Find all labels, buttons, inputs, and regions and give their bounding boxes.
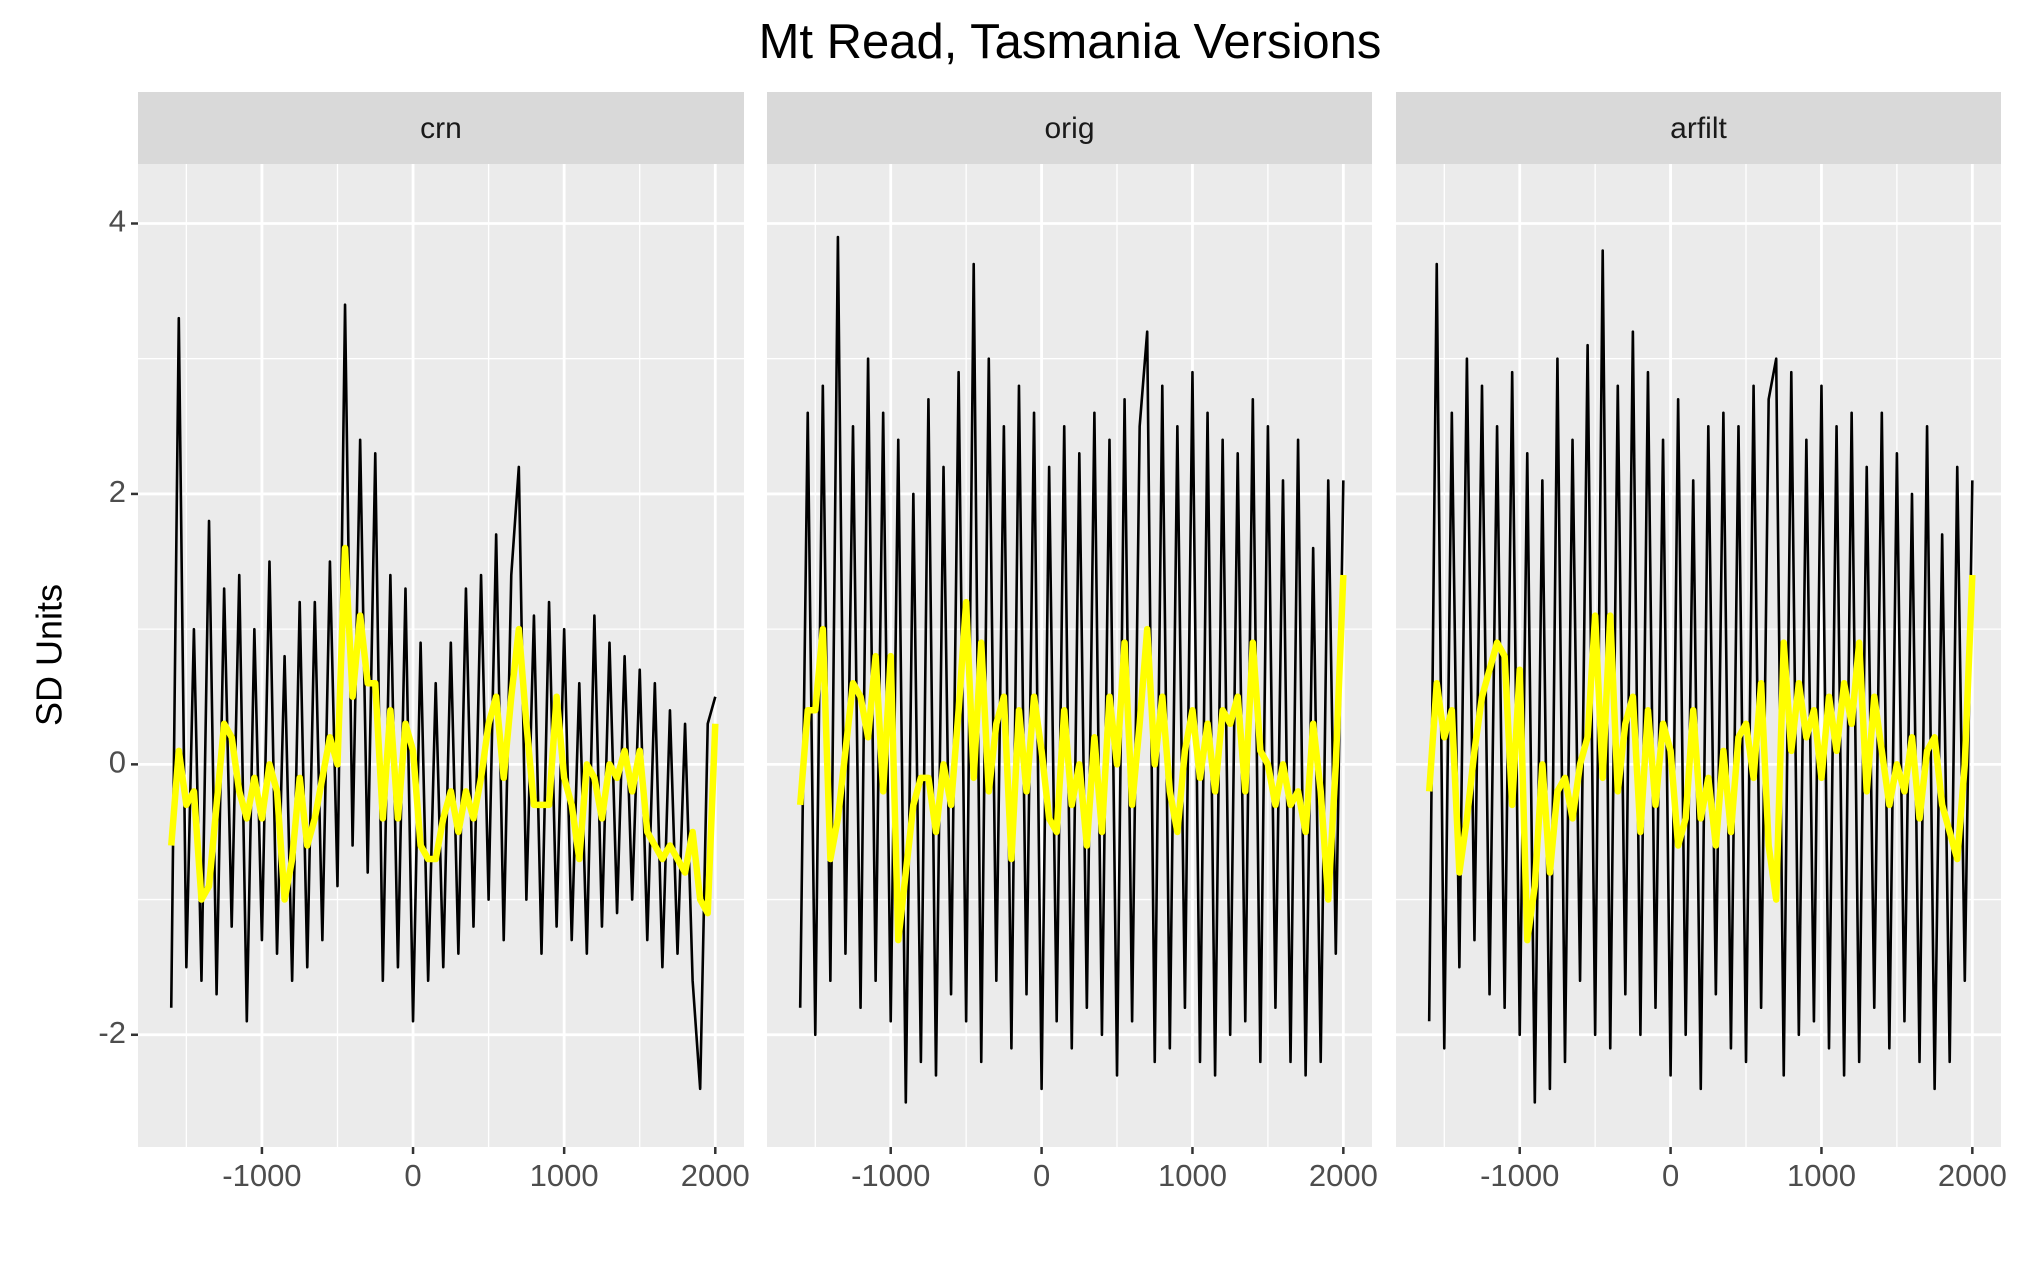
raw-series-line bbox=[798, 235, 1345, 1104]
strip-label: orig bbox=[1044, 112, 1094, 145]
y-tick-label: 4 bbox=[109, 204, 126, 239]
panel: arfilt -1000 0 1000 2000 bbox=[1396, 92, 2007, 1193]
x-tick-label: -1000 bbox=[1480, 1158, 1559, 1193]
x-tick-label: 0 bbox=[404, 1158, 421, 1193]
y-tick-label: 2 bbox=[109, 474, 126, 509]
x-tick-label: 0 bbox=[1033, 1158, 1050, 1193]
x-tick-label: 1000 bbox=[1787, 1158, 1856, 1193]
x-tick-label: -1000 bbox=[222, 1158, 301, 1193]
chart-title: Mt Read, Tasmania Versions bbox=[759, 15, 1382, 69]
strip-label: crn bbox=[420, 112, 462, 145]
smooth-series-line bbox=[1425, 574, 1976, 944]
strip-label: arfilt bbox=[1670, 112, 1727, 145]
x-tick-label: 1000 bbox=[1158, 1158, 1227, 1193]
panel: orig -1000 0 1000 2000 bbox=[767, 92, 1378, 1193]
y-tick-label: -2 bbox=[98, 1015, 126, 1050]
y-axis-label: SD Units bbox=[29, 584, 70, 726]
x-tick-label: 0 bbox=[1662, 1158, 1679, 1193]
strip bbox=[767, 92, 1372, 164]
smooth-series-line bbox=[796, 574, 1347, 944]
x-tick-label: -1000 bbox=[851, 1158, 930, 1193]
strip bbox=[1396, 92, 2001, 164]
strip bbox=[138, 92, 744, 164]
smooth-series-line bbox=[168, 544, 719, 917]
x-tick-label: 2000 bbox=[681, 1158, 750, 1193]
x-tick-label: 1000 bbox=[530, 1158, 599, 1193]
raw-series-line bbox=[169, 303, 717, 1091]
panel: crn -1000 0 1000 2000 -2 0 2 4 bbox=[98, 92, 750, 1193]
x-tick-label: 2000 bbox=[1938, 1158, 2007, 1193]
plot-background bbox=[138, 164, 744, 1147]
raw-series-line bbox=[1427, 249, 1974, 1104]
y-tick-label: 0 bbox=[109, 745, 126, 780]
x-tick-label: 2000 bbox=[1309, 1158, 1378, 1193]
